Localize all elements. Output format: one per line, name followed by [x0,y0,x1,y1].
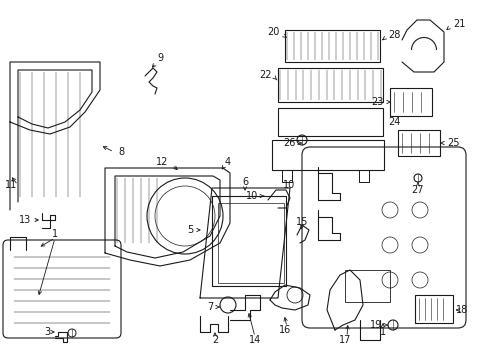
Text: 7: 7 [206,302,213,312]
Text: 14: 14 [248,335,261,345]
Text: 19: 19 [369,320,381,330]
Text: 2: 2 [211,335,218,345]
Text: 4: 4 [224,157,231,167]
Bar [218,203,284,283]
Text: 21: 21 [452,19,465,29]
Bar [414,295,452,323]
Bar [278,108,382,136]
Bar [271,140,383,170]
Text: 5: 5 [186,225,193,235]
Text: 25: 25 [446,138,459,148]
Text: 22: 22 [259,70,271,80]
Text: 1: 1 [379,327,385,337]
Text: 16: 16 [278,325,290,335]
Text: 26: 26 [283,138,295,148]
Text: 24: 24 [387,117,400,127]
Text: 3: 3 [44,327,50,337]
Bar [278,68,382,102]
Text: 17: 17 [338,335,350,345]
Text: 13: 13 [19,215,31,225]
Text: 28: 28 [387,30,400,40]
Text: 6: 6 [242,177,247,187]
Text: 15: 15 [295,217,307,227]
Text: 10: 10 [245,191,258,201]
Text: 11: 11 [5,180,17,190]
Text: 18: 18 [455,305,468,315]
Text: 8: 8 [118,147,124,157]
Text: 10: 10 [282,180,294,190]
Text: 23: 23 [371,97,383,107]
Text: 9: 9 [157,53,163,63]
Bar [285,30,379,62]
Text: 12: 12 [155,157,168,167]
Bar [397,130,439,156]
Text: 20: 20 [267,27,280,37]
Text: 27: 27 [411,185,424,195]
Text: 1: 1 [52,229,58,239]
Bar [389,88,431,116]
Bar [345,270,389,302]
